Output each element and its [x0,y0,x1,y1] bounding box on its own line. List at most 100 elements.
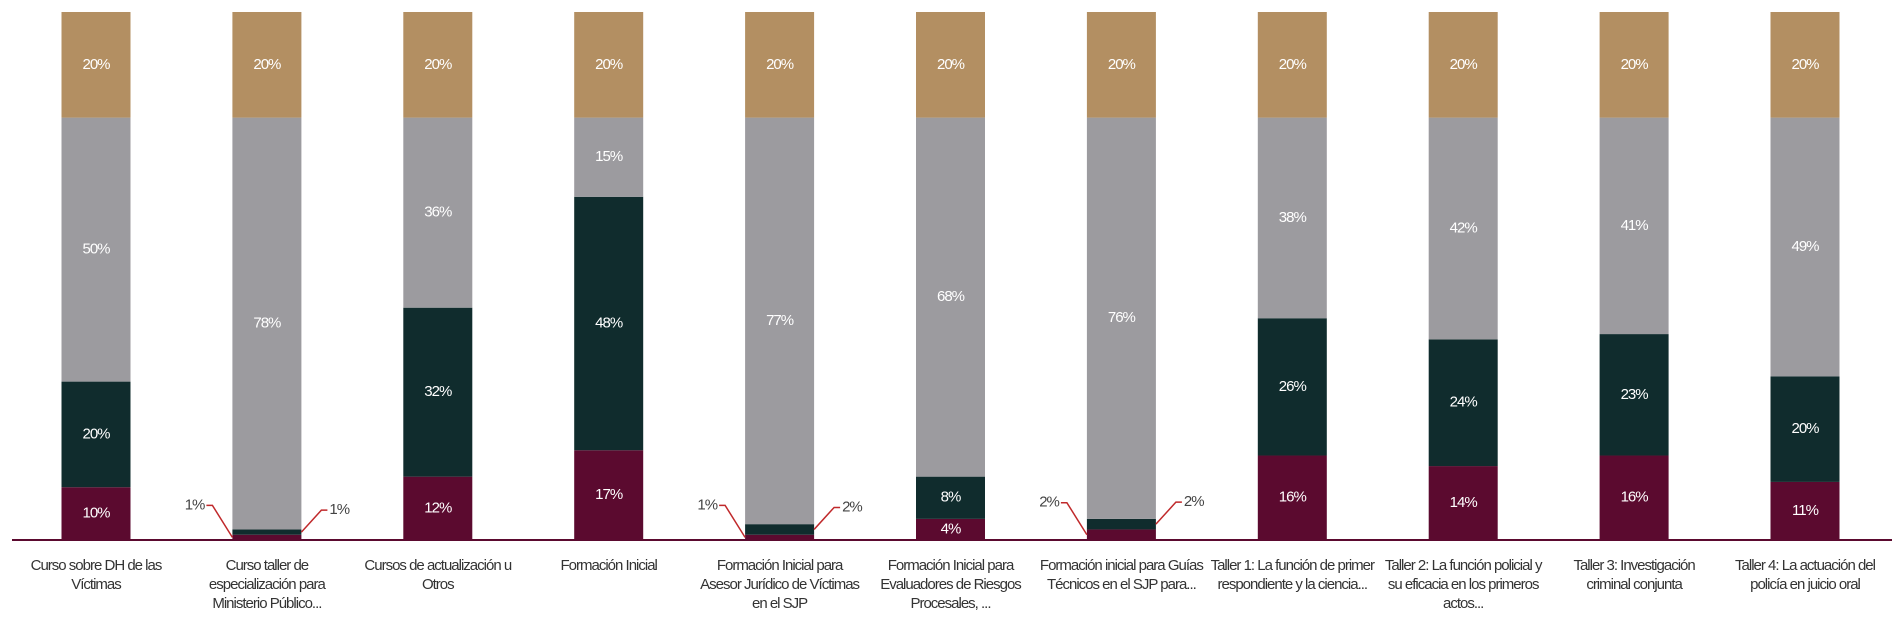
bar-segment [574,117,644,197]
leader-line [719,504,746,538]
category-label: Curso taller de especialización para Min… [208,557,326,612]
category-label: Cursos de actualización u Otros [364,557,512,593]
bar-segment [1086,117,1156,519]
bar-segment [745,117,815,525]
value-label: 8% [941,489,961,506]
value-label: 17% [595,486,623,503]
value-label: 24% [1450,394,1478,411]
bar-segment [1428,339,1498,467]
bar-segment [61,12,131,118]
value-label: 76% [1108,309,1136,326]
bar-segment [1599,12,1669,118]
leader-line [1155,501,1182,525]
value-label: 16% [1621,489,1649,506]
bar-segment [574,196,644,451]
category-label: Formación Inicial [560,557,658,574]
bar-segment [1257,455,1327,540]
value-label: 1% [329,501,349,518]
bar-segment [916,518,985,540]
bar-segment [1770,376,1840,482]
value-label: 11% [1792,502,1819,519]
bar-segment [574,12,644,118]
bar-segment [61,117,131,382]
value-label: 20% [1621,56,1649,73]
value-label: 2% [842,498,862,515]
category-label: Taller 2: La función policial y su efica… [1384,557,1543,612]
value-label: 49% [1791,238,1819,255]
bar-segment [1428,117,1498,340]
value-label: 77% [766,312,794,329]
bar-segment [1257,12,1327,118]
bar-segment [745,524,815,535]
bar-segment [745,12,815,118]
bar-segment [232,534,302,540]
bar-segment [403,117,473,308]
bar-segment [1086,12,1156,118]
bar-segment [1086,518,1156,530]
leader-line [1060,501,1088,536]
value-label: 12% [424,499,452,516]
value-label: 15% [595,148,623,165]
value-label: 2% [1039,494,1059,511]
bar-segment [61,487,131,540]
value-label: 36% [424,204,452,221]
bar-segment [403,12,473,118]
value-label: 42% [1450,219,1478,236]
leader-line [206,504,234,538]
value-label: 20% [424,56,452,73]
value-label: 26% [1279,378,1307,395]
value-label: 2% [1184,493,1204,510]
value-label: 20% [253,56,281,73]
bar-segment [1770,481,1840,540]
bar-segment [916,476,985,519]
bar-segment [403,307,473,477]
value-label: 78% [253,314,281,331]
bar-segment [1257,318,1327,456]
value-label: 1% [185,496,205,513]
value-label: 20% [595,56,623,73]
bar-segment [916,12,985,118]
bar-segment [745,534,815,540]
value-label: 20% [82,56,110,73]
value-label: 20% [82,425,110,442]
value-label: 10% [82,505,110,522]
value-label: 14% [1450,494,1478,511]
bar-segment [1086,529,1156,540]
category-label: Curso sobre DH de las Víctimas [30,557,163,593]
bar-segment [403,476,473,540]
bar-segment [1599,455,1669,540]
bar-segment [232,12,302,118]
bar-segment [574,450,644,540]
bar-segment [1770,117,1840,377]
value-label: 20% [1108,56,1136,73]
value-label: 20% [1791,56,1819,73]
value-label: 20% [1279,56,1307,73]
category-label: Taller 4: La actuación del policía en ju… [1735,557,1876,593]
bar-segment [232,117,302,530]
bar-segment [1599,334,1669,456]
value-label: 20% [766,56,794,73]
leader-line [813,506,841,530]
category-label: Taller 1: La función de primer respondie… [1210,557,1375,593]
value-label: 20% [937,56,965,73]
leader-line [300,509,328,533]
category-label: Formación Inicial para Asesor Jurídico d… [700,557,860,612]
bar-segment [1770,12,1840,118]
value-label: 23% [1621,386,1649,403]
value-label: 4% [941,520,961,537]
bar-segment [1428,12,1498,118]
category-label: Taller 3: Investigación criminal conjunt… [1573,557,1695,593]
bar-segment [916,117,985,477]
value-label: 68% [937,288,965,305]
bar-segment [61,381,131,488]
value-label: 16% [1279,489,1307,506]
category-label: Formación Inicial para Evaluadores de Ri… [880,557,1022,612]
bar-segment [1428,466,1498,540]
bar-segment [1599,117,1669,335]
value-label: 48% [595,314,623,331]
value-label: 32% [424,383,452,400]
value-label: 50% [82,241,110,258]
bar-segment [1257,117,1327,319]
